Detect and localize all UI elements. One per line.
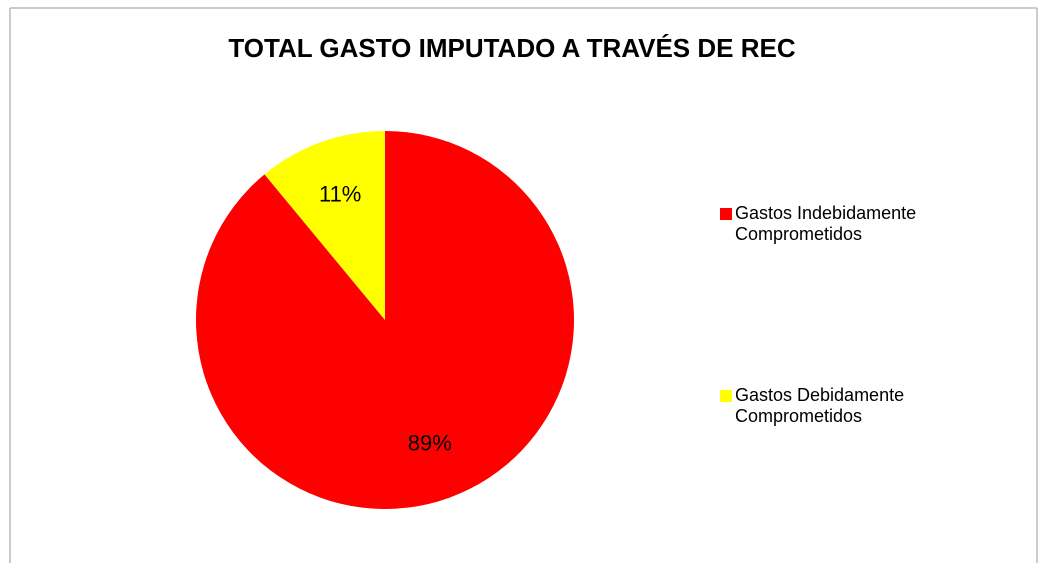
legend-label: Gastos Debidamente Comprometidos <box>735 385 905 426</box>
data-label: 89% <box>408 430 452 455</box>
legend-label: Gastos Indebidamente Comprometidos <box>735 203 917 244</box>
legend-item: Gastos Debidamente Comprometidos <box>720 385 985 427</box>
legend-item: Gastos Indebidamente Comprometidos <box>720 203 985 245</box>
pie-slice <box>264 131 385 320</box>
data-label: 11% <box>319 181 361 206</box>
legend-swatch <box>720 208 732 220</box>
chart-title: TOTAL GASTO IMPUTADO A TRAVÉS DE REC <box>228 33 795 63</box>
legend-swatch <box>720 390 732 402</box>
